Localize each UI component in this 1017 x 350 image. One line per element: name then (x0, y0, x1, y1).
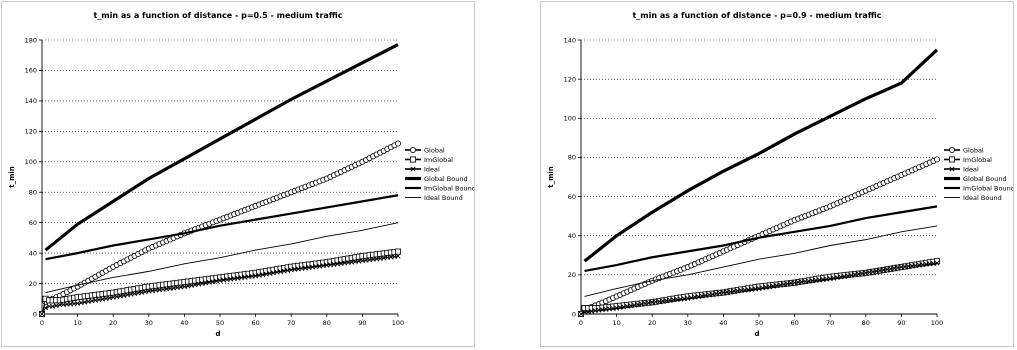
x-axis-label: d (754, 330, 759, 338)
x-tick-label: 80 (862, 319, 870, 327)
gridlines (42, 39, 398, 284)
series-global-bound (44, 43, 399, 252)
y-tick-label: 120 (25, 128, 37, 136)
x-tick-label: 100 (931, 319, 943, 327)
series-line (44, 43, 399, 252)
y-axis-label: t_min (547, 166, 555, 188)
data-point (43, 305, 49, 311)
x-tick-label: 40 (719, 319, 727, 327)
legend-marker (409, 146, 416, 153)
legend-marker (948, 156, 955, 163)
data-point (394, 140, 401, 147)
chart-svg-p05: t_min as a function of distance - p=0.5 … (8, 11, 474, 338)
chart-panel-p05: t_min as a function of distance - p=0.5 … (1, 1, 475, 347)
y-tick-label: 0 (572, 310, 576, 318)
y-tick-label: 60 (29, 219, 37, 227)
x-tick-label: 0 (579, 319, 583, 327)
y-tick-label: 80 (568, 154, 576, 162)
series-global-bound (583, 48, 939, 263)
y-tick-label: 20 (568, 271, 576, 279)
data-point (394, 248, 401, 255)
y-tick-label: 20 (29, 280, 37, 288)
x-tick-label: 30 (145, 319, 153, 327)
legend-label: Global (963, 146, 984, 154)
chart-svg-p09: t_min as a function of distance - p=0.9 … (547, 11, 1013, 338)
x-tick-label: 10 (612, 319, 620, 327)
chart-panel-p09: t_min as a function of distance - p=0.9 … (540, 1, 1014, 347)
legend-label: ImGlobal (963, 156, 992, 164)
series-imglobal-bound (584, 205, 938, 273)
chart-title: t_min as a function of distance - p=0.9 … (632, 11, 881, 20)
series-ideal-bound (584, 225, 938, 297)
chart-title: t_min as a function of distance - p=0.5 … (93, 11, 342, 20)
series-ideal (39, 253, 401, 317)
series-ideal (578, 260, 940, 317)
x-axis-label: d (215, 330, 220, 338)
legend-label: Global Bound (424, 175, 468, 183)
x-tick-label: 20 (109, 319, 117, 327)
legend-label: ImGlobal Bound (963, 184, 1013, 192)
x-tick-label: 80 (323, 319, 331, 327)
y-tick-label: 60 (568, 193, 576, 201)
y-axis-label: t_min (8, 166, 16, 188)
x-tick-label: 60 (251, 319, 259, 327)
data-point (934, 260, 940, 266)
series-global (39, 140, 401, 317)
series-ideal-bound (45, 222, 399, 294)
series-line (584, 225, 938, 297)
series-imglobal-bound (45, 194, 399, 261)
legend-marker (409, 156, 416, 163)
x-tick-label: 70 (826, 319, 834, 327)
x-tick-label: 0 (40, 319, 44, 327)
x-tick-label: 100 (392, 319, 404, 327)
series-line (41, 255, 399, 315)
series-line (584, 205, 938, 273)
y-tick-label: 0 (33, 310, 37, 318)
x-tick-label: 90 (358, 319, 366, 327)
x-tick-label: 50 (216, 319, 224, 327)
series-line (45, 194, 399, 261)
x-tick-label: 20 (648, 319, 656, 327)
series-line (45, 222, 399, 294)
gridlines (581, 39, 937, 276)
legend-marker (949, 166, 955, 172)
legend-label: ImGlobal (424, 156, 453, 164)
y-tick-label: 120 (564, 75, 576, 83)
x-tick-label: 10 (73, 319, 81, 327)
y-tick-label: 80 (29, 189, 37, 197)
data-point (395, 253, 401, 259)
x-tick-label: 30 (684, 319, 692, 327)
series-line (583, 48, 939, 263)
x-tick-label: 60 (790, 319, 798, 327)
legend-label: Ideal Bound (963, 194, 1002, 202)
y-tick-label: 140 (564, 36, 576, 44)
x-tick-label: 50 (755, 319, 763, 327)
x-tick-label: 40 (180, 319, 188, 327)
legend-label: ImGlobal Bound (424, 184, 474, 192)
legend-label: Ideal (424, 165, 440, 173)
x-tick-label: 70 (287, 319, 295, 327)
y-tick-label: 140 (25, 97, 37, 105)
legend-label: Ideal (963, 165, 979, 173)
legend-marker (948, 146, 955, 153)
y-tick-label: 100 (564, 115, 576, 123)
x-tick-label: 90 (897, 319, 905, 327)
data-point (39, 311, 45, 317)
y-tick-label: 160 (25, 67, 37, 75)
data-point (933, 258, 940, 265)
y-tick-label: 100 (25, 158, 37, 166)
legend-label: Global (424, 146, 445, 154)
data-point (578, 311, 584, 317)
legend-label: Global Bound (963, 175, 1007, 183)
y-tick-label: 180 (25, 36, 37, 44)
data-point (933, 156, 940, 163)
legend-marker (410, 166, 416, 172)
y-tick-label: 40 (29, 249, 37, 257)
y-tick-label: 40 (568, 232, 576, 240)
legend-label: Ideal Bound (424, 194, 463, 202)
series-imglobal (39, 248, 401, 317)
